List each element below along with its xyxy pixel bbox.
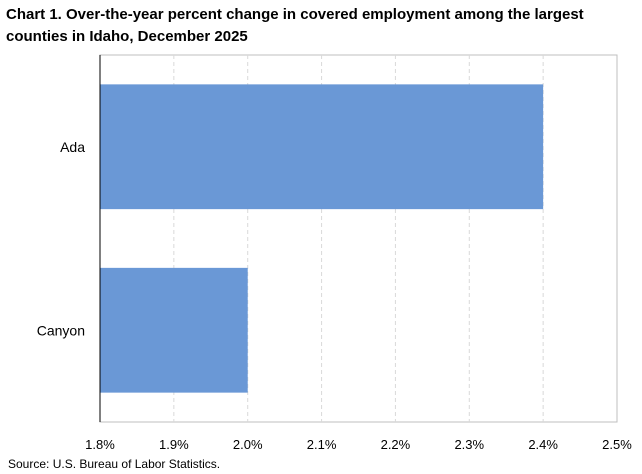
x-tick-label: 2.4% bbox=[528, 437, 558, 452]
chart-title: Chart 1. Over-the-year percent change in… bbox=[6, 6, 584, 45]
bars bbox=[100, 84, 544, 393]
x-tick-label: 1.8% bbox=[85, 437, 115, 452]
category-label-canyon: Canyon bbox=[37, 322, 85, 338]
x-tick-labels: 1.8% 1.9% 2.0% 2.1% 2.2% 2.3% 2.4% 2.5% bbox=[85, 437, 632, 452]
category-labels: Ada Canyon bbox=[37, 139, 85, 339]
x-tick-label: 2.3% bbox=[454, 437, 484, 452]
bar-canyon bbox=[100, 267, 248, 393]
category-label-ada: Ada bbox=[60, 139, 85, 155]
bar-ada bbox=[100, 84, 544, 210]
x-tick-label: 2.1% bbox=[307, 437, 337, 452]
gridlines bbox=[173, 55, 544, 422]
x-tick-label: 2.5% bbox=[602, 437, 632, 452]
x-tick-label: 2.2% bbox=[381, 437, 411, 452]
x-tick-label: 1.9% bbox=[159, 437, 189, 452]
x-tick-label: 2.0% bbox=[233, 437, 263, 452]
source-note: Source: U.S. Bureau of Labor Statistics. bbox=[8, 457, 221, 471]
